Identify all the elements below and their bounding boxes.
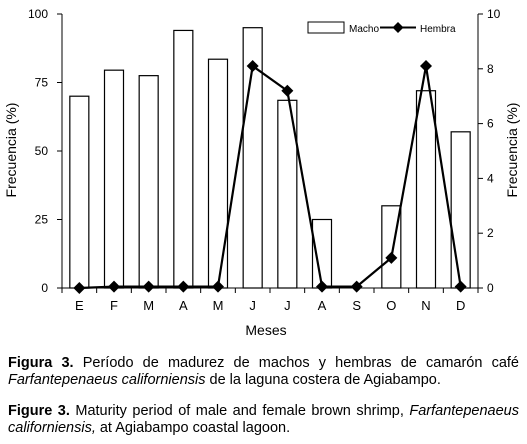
x-tick-label-9: S xyxy=(352,298,361,313)
y-tick-label-left-25: 25 xyxy=(35,213,49,227)
legend-hembra-marker xyxy=(392,22,404,33)
y-axis-label-left: Frecuencia (%) xyxy=(3,103,19,198)
x-tick-label-8: A xyxy=(318,298,327,313)
y-tick-label-right-8: 8 xyxy=(487,62,494,76)
y-tick-label-right-6: 6 xyxy=(487,117,494,131)
hembra-marker-8 xyxy=(316,280,328,293)
macho-bar-1 xyxy=(69,95,90,289)
hembra-marker-4 xyxy=(177,280,190,293)
y-tick-label-left-0: 0 xyxy=(41,281,48,295)
x-tick-label-3: M xyxy=(143,298,154,313)
x-tick-label-11: N xyxy=(421,298,430,313)
hembra-line xyxy=(79,64,462,290)
y-tick-label-right-2: 2 xyxy=(487,226,494,240)
macho-bar-4 xyxy=(173,29,194,289)
hembra-marker-1 xyxy=(73,282,86,294)
caption-english: Figure 3. Maturity period of male and fe… xyxy=(8,403,519,437)
hembra-marker-6 xyxy=(246,60,259,73)
x-tick-label-1: E xyxy=(75,298,84,313)
x-tick-label-5: M xyxy=(213,298,224,313)
macho-bar-12 xyxy=(450,131,471,289)
y-tick-label-right-10: 10 xyxy=(487,7,501,21)
caption-spanish-text: Período de madurez de machos y hembras d… xyxy=(73,355,519,371)
y-tick-label-left-50: 50 xyxy=(35,144,49,158)
macho-bar-2 xyxy=(103,69,125,289)
chart-axes xyxy=(57,13,483,293)
hembra-marker-10 xyxy=(385,251,398,264)
macho-bar-11 xyxy=(415,90,437,289)
hembra-marker-9 xyxy=(350,280,363,293)
maturity-chart: 0 25 50 75 100 0 2 4 6 8 10 E F M A M J J A S O N D Frecuencia… xyxy=(3,7,520,338)
hembra-marker-7 xyxy=(281,84,294,97)
hembra-marker-3 xyxy=(142,280,155,293)
y-tick-label-left-75: 75 xyxy=(35,76,49,90)
caption-english-text: Maturity period of male and female brown… xyxy=(69,403,410,419)
legend-macho-swatch xyxy=(307,21,345,34)
hembra-marker-2 xyxy=(108,280,120,293)
y-axis-label-right: Frecuencia (%) xyxy=(504,103,520,198)
tick-labels: 0 25 50 75 100 0 2 4 6 8 10 E F M A M J J A S O N D xyxy=(28,7,501,313)
y-tick-label-left-100: 100 xyxy=(28,7,48,21)
caption-spanish: Figura 3. Período de madurez de machos y… xyxy=(8,355,519,389)
x-axis-label: Meses xyxy=(245,322,286,338)
caption-english-species: Farfantepenaeus californiensis, xyxy=(8,403,519,436)
macho-bars xyxy=(69,27,471,289)
caption-english-tail: at Agiabampo coastal lagoon. xyxy=(95,420,291,436)
hembra-marker-11 xyxy=(420,60,432,73)
x-tick-label-2: F xyxy=(110,298,118,313)
legend-hembra-label: Hembra xyxy=(420,24,456,35)
x-tick-label-12: D xyxy=(456,298,465,313)
hembra-series xyxy=(73,60,467,294)
y-tick-label-right-4: 4 xyxy=(487,171,494,185)
macho-bar-3 xyxy=(138,75,159,289)
hembra-marker-5 xyxy=(212,280,224,293)
caption-english-label: Figure 3. xyxy=(8,403,70,419)
legend-macho-label: Macho xyxy=(349,24,379,35)
caption-spanish-species: Farfantepenaeus californiensis xyxy=(8,372,206,388)
caption-spanish-tail: de la laguna costera de Agiabampo. xyxy=(205,372,441,388)
x-tick-label-10: O xyxy=(386,298,396,313)
y-tick-label-right-0: 0 xyxy=(487,281,494,295)
legend: Macho Hembra xyxy=(307,21,456,35)
caption-spanish-label: Figura 3. xyxy=(8,355,74,371)
x-tick-label-4: A xyxy=(179,298,188,313)
x-tick-label-7: J xyxy=(284,298,291,313)
hembra-marker-12 xyxy=(454,280,467,293)
macho-bar-5 xyxy=(207,58,229,289)
x-tick-label-6: J xyxy=(249,298,256,313)
